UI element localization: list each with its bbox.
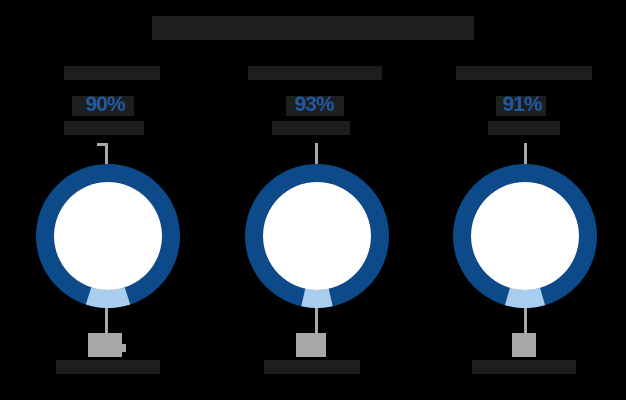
category-label-redacted <box>248 66 382 80</box>
percent-label: 93% <box>294 93 334 116</box>
leader-line-top <box>315 143 318 164</box>
remainder-label-redacted <box>472 360 576 374</box>
donut-chart-2 <box>245 164 389 308</box>
donut-chart-1 <box>36 164 180 308</box>
donut-panel-3: 91% <box>0 0 597 400</box>
sub-label-redacted <box>64 121 144 135</box>
percent-label-backdrop <box>496 96 546 116</box>
chart-title-redacted <box>152 16 474 40</box>
remainder-label-redacted <box>264 360 360 374</box>
leader-line-top <box>105 143 108 164</box>
leader-line-bottom <box>524 308 527 338</box>
leader-hook <box>97 143 108 146</box>
donut-panel-2: 93% <box>0 0 389 400</box>
percent-label: 90% <box>85 93 125 116</box>
percent-label-backdrop <box>72 96 134 116</box>
remainder-value-redacted <box>88 333 122 357</box>
percent-label-backdrop <box>286 96 344 116</box>
category-label-redacted <box>456 66 592 80</box>
leader-line-bottom <box>315 308 318 338</box>
remainder-value-tab <box>118 344 126 352</box>
remainder-value-redacted <box>296 333 326 357</box>
remainder-label-redacted <box>56 360 160 374</box>
donut-chart-3 <box>453 164 597 308</box>
sub-label-redacted <box>488 121 560 135</box>
leader-line-top <box>524 143 527 164</box>
donut-panel-1: 90% <box>0 0 200 400</box>
category-label-redacted <box>64 66 160 80</box>
remainder-value-redacted <box>512 333 536 357</box>
leader-line-bottom <box>105 308 108 338</box>
percent-label: 91% <box>502 93 542 116</box>
sub-label-redacted <box>272 121 350 135</box>
